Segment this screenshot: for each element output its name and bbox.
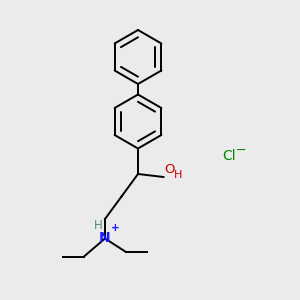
Text: H: H — [174, 170, 183, 180]
Text: +: + — [110, 223, 119, 233]
Text: H: H — [94, 219, 103, 232]
Text: Cl: Cl — [222, 149, 236, 163]
Text: N: N — [99, 232, 111, 245]
Text: −: − — [236, 143, 246, 157]
Text: O: O — [164, 163, 175, 176]
